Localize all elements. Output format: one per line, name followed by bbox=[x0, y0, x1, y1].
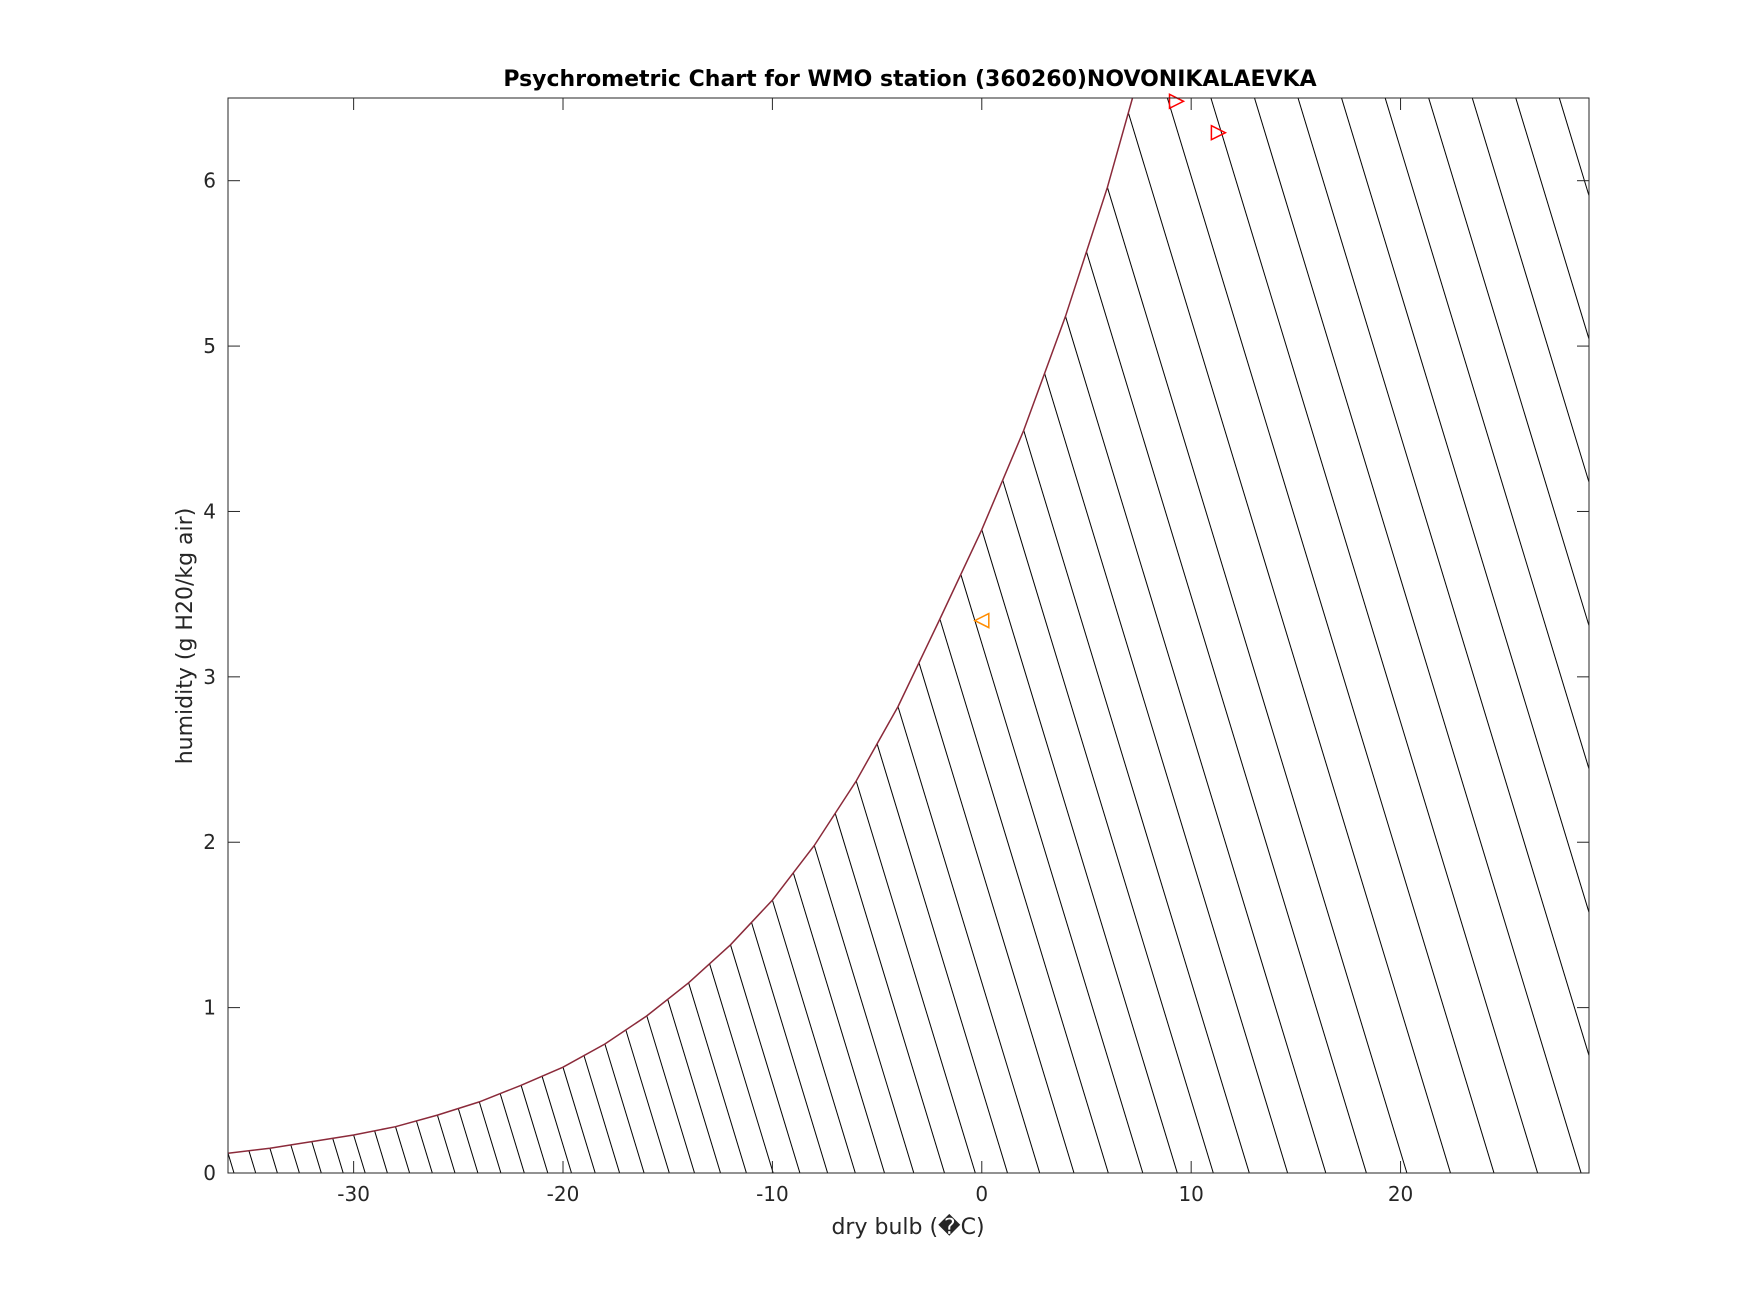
wet-bulb-line bbox=[1694, 0, 1750, 1173]
x-tick-label: 10 bbox=[1178, 1182, 1203, 1206]
data-marker bbox=[973, 612, 990, 629]
plot-frame bbox=[227, 97, 1590, 1174]
wet-bulb-line bbox=[1558, 98, 1589, 198]
chart-title: Psychrometric Chart for WMO station (360… bbox=[503, 67, 1316, 92]
wet-bulb-line bbox=[1166, 98, 1495, 1173]
wet-bulb-line bbox=[1106, 187, 1408, 1173]
wet-bulb-line bbox=[353, 1134, 366, 1173]
wet-bulb-line bbox=[1065, 316, 1327, 1173]
y-tick-label: 5 bbox=[203, 334, 216, 358]
wet-bulb-line bbox=[625, 1029, 670, 1173]
wet-bulb-line bbox=[269, 1148, 278, 1173]
y-tick-label: 0 bbox=[203, 1161, 216, 1185]
wet-bulb-line bbox=[1023, 430, 1250, 1173]
y-tick-label: 6 bbox=[203, 169, 216, 193]
wet-bulb-line bbox=[520, 1085, 549, 1173]
wet-bulb-line bbox=[1589, 0, 1750, 1173]
wet-bulb-line bbox=[1610, 0, 1750, 1173]
wet-bulb-line bbox=[374, 1130, 388, 1173]
wet-bulb-line bbox=[709, 963, 774, 1173]
wet-bulb-line bbox=[771, 899, 856, 1173]
wet-bulb-line bbox=[311, 1141, 322, 1173]
y-tick-label: 2 bbox=[203, 830, 216, 854]
wet-bulb-line bbox=[939, 618, 1109, 1173]
wet-bulb-line bbox=[583, 1055, 621, 1173]
wet-bulb-line bbox=[436, 1114, 456, 1173]
plot-area bbox=[228, 0, 1750, 1173]
x-tick-label: -10 bbox=[756, 1182, 789, 1206]
wet-bulb-line bbox=[457, 1108, 479, 1173]
wet-bulb-line bbox=[604, 1043, 645, 1173]
wet-bulb-line bbox=[960, 574, 1144, 1173]
wet-bulb-line bbox=[1422, 0, 1750, 1173]
wet-bulb-line bbox=[646, 1015, 695, 1173]
wet-bulb-line bbox=[1484, 0, 1750, 1173]
y-tick-label: 1 bbox=[203, 996, 216, 1020]
saturation-curve bbox=[228, 98, 1134, 1154]
wet-bulb-line bbox=[1428, 98, 1589, 628]
axis-ticks: -30 -20 -10 0 10 20 0 1 2 3 4 5 6 bbox=[203, 98, 1589, 1206]
y-axis-label: humidity (g H20/kg air) bbox=[173, 508, 198, 765]
wet-bulb-line bbox=[897, 706, 1041, 1173]
wet-bulb-line bbox=[1515, 98, 1589, 341]
x-tick-label: -20 bbox=[547, 1182, 580, 1206]
wet-bulb-line bbox=[1631, 0, 1750, 1173]
wet-bulb-line bbox=[834, 813, 945, 1173]
wet-bulb-line bbox=[1086, 251, 1367, 1173]
data-marker bbox=[1168, 93, 1186, 110]
data-marker bbox=[1210, 124, 1228, 141]
wet-bulb-line bbox=[1673, 0, 1750, 1173]
wet-bulb-line bbox=[1736, 0, 1750, 1173]
wet-bulb-line bbox=[562, 1067, 596, 1173]
wet-bulb-line bbox=[855, 780, 976, 1173]
x-tick-label: -30 bbox=[337, 1182, 370, 1206]
x-tick-label: 0 bbox=[975, 1182, 988, 1206]
wet-bulb-line bbox=[415, 1120, 433, 1173]
wet-bulb-line bbox=[1401, 0, 1750, 1173]
wet-bulb-line bbox=[290, 1144, 300, 1173]
wet-bulb-line bbox=[730, 944, 801, 1173]
wet-bulb-line bbox=[499, 1093, 525, 1173]
x-tick-label: 20 bbox=[1388, 1182, 1413, 1206]
wet-bulb-line bbox=[395, 1126, 411, 1173]
wet-bulb-line bbox=[1341, 98, 1589, 915]
wet-bulb-line bbox=[1380, 0, 1750, 1173]
wet-bulb-line bbox=[688, 982, 747, 1173]
wet-bulb-line bbox=[248, 1150, 257, 1173]
wet-bulb-line bbox=[1442, 0, 1750, 1173]
wet-bulb-line bbox=[1297, 98, 1589, 1058]
wet-bulb-line bbox=[667, 999, 721, 1173]
wet-bulb-line bbox=[1471, 98, 1589, 484]
wet-bulb-line bbox=[1526, 0, 1750, 1173]
wet-bulb-line bbox=[1044, 373, 1289, 1173]
wet-bulb-line bbox=[1002, 479, 1214, 1173]
wet-bulb-line bbox=[1253, 98, 1582, 1173]
wet-bulb-line bbox=[876, 743, 1008, 1173]
wet-bulb-line bbox=[541, 1076, 572, 1173]
wet-bulb-line bbox=[478, 1101, 502, 1173]
wet-bulb-line bbox=[981, 529, 1178, 1173]
y-tick-label: 4 bbox=[203, 499, 216, 523]
wet-bulb-line bbox=[1568, 0, 1750, 1173]
wet-bulb-line bbox=[1463, 0, 1750, 1173]
wet-bulb-line bbox=[1210, 98, 1539, 1173]
wet-bulb-line bbox=[918, 662, 1075, 1173]
wet-bulb-line bbox=[1505, 0, 1750, 1173]
wet-bulb-line bbox=[792, 872, 885, 1173]
y-tick-label: 3 bbox=[203, 665, 216, 689]
wet-bulb-line bbox=[228, 1153, 235, 1173]
wet-bulb-line bbox=[813, 845, 915, 1173]
wet-bulb-line bbox=[1127, 112, 1451, 1173]
wet-bulb-line bbox=[332, 1138, 344, 1173]
wet-bulb-line bbox=[1384, 98, 1589, 771]
wet-bulb-line bbox=[1715, 0, 1750, 1173]
wet-bulb-line bbox=[1652, 0, 1750, 1173]
wet-bulb-line bbox=[751, 922, 829, 1173]
x-axis-label: dry bulb (�C) bbox=[831, 1213, 984, 1240]
wet-bulb-line bbox=[1359, 0, 1750, 1173]
